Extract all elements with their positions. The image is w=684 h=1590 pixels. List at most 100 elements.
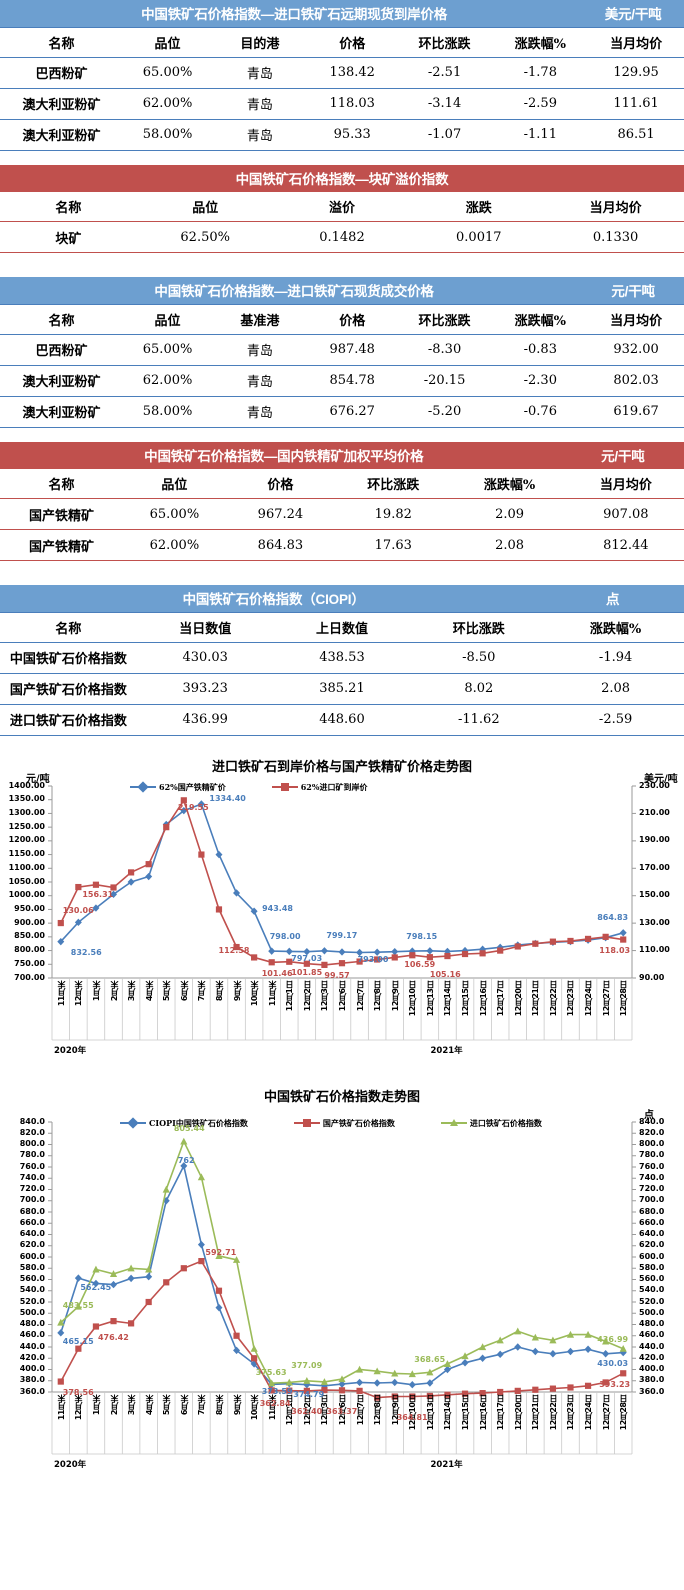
- legend-item[interactable]: 62%国产铁精矿价: [130, 781, 226, 793]
- data-point-label: 798.00: [269, 931, 301, 941]
- x-axis-tick-label: 12月20日: [513, 1394, 523, 1430]
- x-axis-tick-label: 12月27日: [601, 1394, 611, 1430]
- x-axis-tick-label: 12月14日: [443, 1394, 453, 1430]
- y-axis-tick-label: 360.0: [19, 1386, 45, 1396]
- data-point-label: 476.42: [97, 1333, 129, 1342]
- table-cell: 17.63: [335, 529, 452, 561]
- table-cell: 385.21: [273, 673, 411, 705]
- y-axis-tick-label: 540.0: [19, 1285, 45, 1295]
- y-axis-tick-label: 780.0: [19, 1150, 45, 1160]
- y-axis-tick-label: 1150.00: [8, 849, 45, 859]
- x-axis-tick-label: 12月22日: [548, 980, 558, 1016]
- data-point-label: 799.17: [326, 931, 358, 941]
- y-axis-tick-label: 420.0: [19, 1352, 45, 1362]
- table-cell: 青岛: [212, 119, 308, 151]
- x-axis-tick-label: 7月末: [197, 1394, 207, 1415]
- table-row: 澳大利亚粉矿 58.00% 青岛 676.27 -5.20 -0.76 619.67: [0, 396, 684, 428]
- x-axis-tick-label: 9月末: [232, 980, 242, 1001]
- y-axis-tick-label: 560.0: [19, 1274, 45, 1283]
- y2-axis-tick-label: 420.0: [639, 1352, 665, 1362]
- data-point-label: 793.00: [357, 954, 389, 964]
- y-axis-tick-label: 580.0: [19, 1262, 45, 1272]
- x-axis-tick-label: 12月16日: [478, 980, 488, 1016]
- table-import-forward-cfr: 中国铁矿石价格指数—进口铁矿石远期现货到岸价格 美元/干吨 名称 品位 目的港 价格 环比涨…: [0, 0, 684, 151]
- y2-axis-tick-label: 500.0: [639, 1307, 665, 1317]
- data-point-label: 562.45: [80, 1282, 112, 1292]
- chart-legend: CIOPI中国铁矿石价格指数 国产铁矿石价格指数 进口铁矿石价格指数: [120, 1117, 542, 1129]
- charts-section: 进口铁矿石到岸价格与国产铁精矿价格走势图 元/吨 美元/吨 62%国产铁精矿价 62%进…: [0, 750, 684, 1480]
- y2-axis-tick-label: 600.0: [639, 1251, 665, 1261]
- table-import-spot-deal: 中国铁矿石价格指数—进口铁矿石现货成交价格 元/干吨 名称 品位 基准港 价格 环比涨跌 涨跌…: [0, 277, 684, 428]
- table-row: 国产铁矿石价格指数 393.23 385.21 8.02 2.08: [0, 673, 684, 705]
- table-cell: -0.76: [492, 396, 589, 428]
- x-axis-tick-label: 12月9日: [390, 980, 400, 1011]
- data-point-label: 363.37: [326, 1406, 358, 1416]
- column-header: 环比涨跌: [410, 611, 548, 643]
- data-point-label: 374.79: [293, 1390, 325, 1400]
- y-axis-tick-label: 640.0: [19, 1229, 45, 1238]
- column-header: 上日数值: [273, 611, 411, 643]
- x-axis-tick-label: 12月23日: [566, 980, 576, 1016]
- row-label: 中国铁矿石价格指数: [0, 642, 137, 674]
- x-axis-year-label-right: 2021年: [430, 1459, 463, 1470]
- x-axis-tick-label: 10月末: [250, 1394, 260, 1420]
- y2-axis-tick-label: 400.0: [639, 1364, 665, 1373]
- legend-item[interactable]: 进口铁矿石价格指数: [440, 1117, 542, 1129]
- y2-axis-tick-label: 680.0: [639, 1206, 665, 1216]
- row-label: 澳大利亚粉矿: [0, 119, 124, 151]
- x-axis-tick-label: 8月末: [214, 1394, 224, 1415]
- table-header-banner: 中国铁矿石价格指数—国内铁精矿加权平均价格 元/干吨: [0, 441, 684, 469]
- y2-axis-tick-label: 440.0: [639, 1341, 665, 1351]
- table-domestic-concentrate-weighted: 中国铁矿石价格指数—国内铁精矿加权平均价格 元/干吨 名称 品位 价格 环比涨跌 涨跌幅% 当…: [0, 441, 684, 561]
- row-label: 巴西粉矿: [0, 57, 124, 89]
- x-axis-tick-label: 8月末: [214, 980, 224, 1001]
- table-row: 巴西粉矿 65.00% 青岛 138.42 -2.51 -1.78 129.95: [0, 57, 684, 89]
- x-axis-year-label-right: 2021年: [430, 1045, 463, 1056]
- table-unit: 元/干吨: [567, 441, 684, 469]
- chart-plot-area: [48, 785, 636, 1040]
- table-cell: -8.30: [396, 334, 493, 366]
- table-cell: 2.08: [547, 673, 684, 705]
- y2-axis-tick-label: 170.00: [639, 862, 670, 872]
- data-point-label: 762: [177, 1156, 195, 1166]
- x-axis-tick-label: 1月末: [91, 1394, 101, 1415]
- y-axis-tick-label: 950.00: [14, 903, 45, 913]
- table-cell: 907.08: [567, 498, 684, 530]
- table-cell: -1.78: [492, 57, 589, 89]
- table-column-header-row: 名称 当日数值 上日数值 环比涨跌 涨跌幅%: [0, 611, 684, 643]
- row-label: 国产铁矿石价格指数: [0, 673, 137, 705]
- x-axis-tick-label: 12月24日: [584, 1394, 594, 1430]
- table-cell: 62.00%: [123, 529, 226, 561]
- y-axis-tick-label: 850.00: [14, 931, 45, 941]
- table-cell: 65.00%: [123, 498, 226, 530]
- column-header: 涨跌幅%: [492, 26, 589, 58]
- column-header: 品位: [136, 191, 274, 222]
- x-axis-tick-label: 12月17日: [496, 980, 506, 1016]
- y-axis-tick-label: 900.00: [14, 917, 45, 927]
- legend-item[interactable]: 62%进口矿到岸价: [271, 782, 367, 793]
- legend-label: 进口铁矿石价格指数: [469, 1117, 542, 1128]
- row-label: 澳大利亚粉矿: [0, 396, 124, 428]
- data-point-label: 378.56: [62, 1388, 94, 1398]
- table-column-header-row: 名称 品位 目的港 价格 环比涨跌 涨跌幅% 当月均价: [0, 26, 684, 58]
- y-axis-tick-label: 700.00: [14, 972, 45, 982]
- table-row: 块矿 62.50% 0.1482 0.0017 0.1330: [0, 221, 684, 253]
- legend-marker: [302, 1119, 311, 1127]
- table-title: 中国铁矿石价格指数—块矿溢价指数: [0, 164, 684, 192]
- x-axis-tick-label: 3月末: [127, 1394, 137, 1415]
- x-axis-tick-label: 7月末: [197, 980, 207, 1001]
- data-point-label: 219.55: [177, 802, 209, 812]
- x-axis-tick-label: 12月21日: [531, 980, 541, 1016]
- x-axis-tick-label: 11月末: [56, 1394, 66, 1420]
- table-cell: 111.61: [588, 88, 684, 120]
- table-cell: 青岛: [212, 365, 308, 397]
- legend-item[interactable]: CIOPI中国铁矿石价格指数: [120, 1117, 248, 1129]
- column-header: 名称: [0, 303, 124, 335]
- table-cell: 95.33: [307, 119, 397, 151]
- legend-label: CIOPI中国铁矿石价格指数: [149, 1117, 248, 1128]
- table-column-header-row: 名称 品位 基准港 价格 环比涨跌 涨跌幅% 当月均价: [0, 303, 684, 335]
- x-axis-tick-label: 12月8日: [373, 980, 383, 1011]
- legend-label: 国产铁矿石价格指数: [322, 1117, 395, 1128]
- legend-item[interactable]: 国产铁矿石价格指数: [293, 1117, 395, 1129]
- row-label: 澳大利亚粉矿: [0, 88, 124, 120]
